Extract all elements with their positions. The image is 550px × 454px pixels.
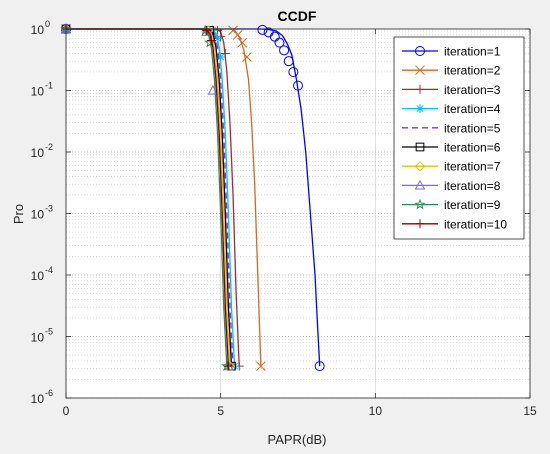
legend-entry: iteration=8 [402,179,501,193]
data-point [415,219,425,229]
data-point [220,48,230,58]
legend-entry: iteration=5 [402,121,501,135]
data-point [204,36,216,48]
data-point [256,361,266,371]
data-point [288,66,299,77]
legend-entry: iteration=1 [402,45,501,59]
y-tick-label: 10 [31,146,45,160]
y-tick-label: 10 [31,392,45,406]
series-line [66,28,321,367]
y-tick-exponent: -5 [45,327,53,337]
legend-entry: iteration=9 [402,198,501,212]
y-tick-label: 10 [31,85,45,99]
series-layer [60,23,325,372]
series-iteration=5 [66,28,234,367]
legend-label: iteration=6 [444,141,501,155]
x-tick-label: 15 [523,404,537,418]
legend-label: iteration=5 [444,121,501,135]
data-point [279,45,290,56]
legend-label: iteration=1 [444,45,501,59]
x-axis-label: PAPR(dB) [268,432,327,447]
x-tick-label: 10 [369,404,383,418]
legend-label: iteration=8 [444,179,501,193]
data-point [414,198,426,210]
data-point [415,46,425,56]
data-point [314,361,325,372]
minor-grid [66,31,530,380]
data-point [221,360,233,371]
data-point [216,52,226,62]
x-axis-ticks: 0 5 10 15 [63,29,537,418]
legend-entry: iteration=4 [402,102,501,116]
data-point [274,37,285,48]
data-point [415,104,425,114]
legend-entry: iteration=7 [402,160,501,174]
legend-label: iteration=3 [444,83,501,97]
data-point [415,142,425,152]
legend-label: iteration=4 [444,102,501,116]
x-tick-label: 5 [217,404,224,418]
data-point [213,34,223,44]
data-point [223,361,233,371]
legend-label: iteration=7 [444,160,501,174]
data-point [202,25,212,35]
legend-entry: iteration=3 [402,83,501,97]
legend-label: iteration=10 [444,217,507,231]
data-point [201,26,213,36]
data-point [232,30,243,40]
legend-label: iteration=2 [444,64,501,78]
data-point [242,52,252,62]
y-tick-label: 10 [31,269,45,283]
data-point [283,56,294,67]
legend-entry: iteration=6 [402,141,501,155]
legend-entry: iteration=10 [402,217,507,231]
y-tick-label: 10 [31,23,45,37]
legend-entry: iteration=2 [402,64,501,78]
y-tick-label: 10 [31,208,45,222]
data-point [415,84,425,94]
data-point [206,36,216,46]
chart-title: CCDF [278,8,317,24]
data-point [415,65,425,76]
data-point [257,24,268,35]
data-point [414,179,426,190]
series-line [66,28,234,367]
y-tick-exponent: -6 [45,388,53,398]
data-point [237,37,248,48]
y-tick-exponent: -4 [45,265,53,275]
y-tick-exponent: -2 [45,142,53,152]
y-tick-label: 10 [31,331,45,345]
data-point [414,160,426,172]
y-tick-exponent: -1 [45,81,53,91]
legend: iteration=1 iteration=2 iteration=3 iterati… [393,36,525,240]
legend-label: iteration=9 [444,198,501,212]
y-tick-exponent: 0 [45,19,50,29]
y-axis-label: Pro [11,204,26,224]
data-point [293,80,303,91]
y-tick-exponent: -3 [45,204,53,214]
x-tick-label: 0 [63,404,70,418]
